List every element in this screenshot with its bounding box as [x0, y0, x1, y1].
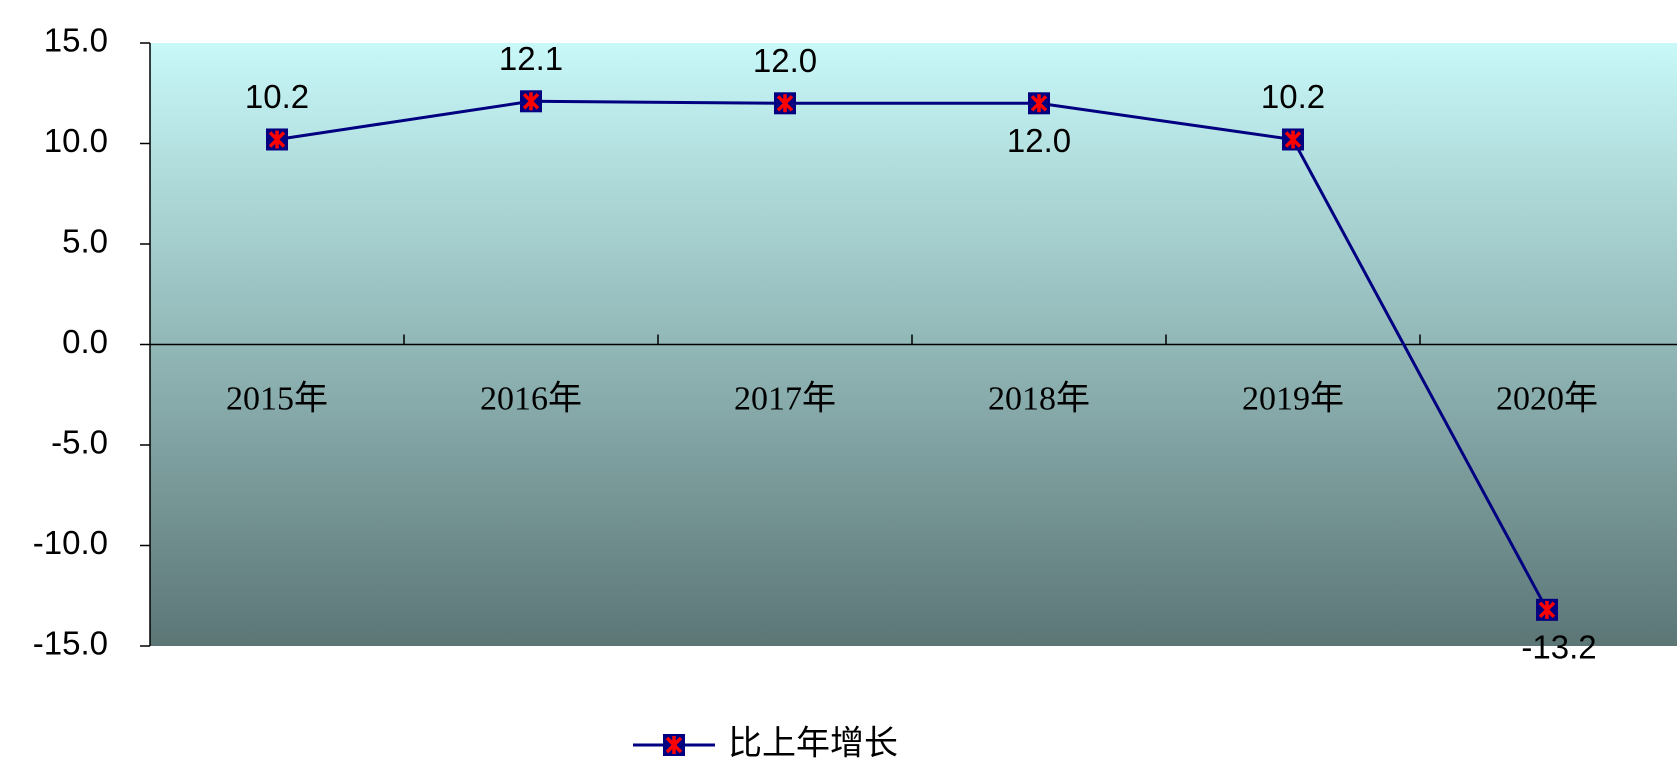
value-label: 12.1	[499, 40, 563, 77]
marker-star	[1284, 130, 1302, 149]
x-tick-label: 2020年	[1496, 379, 1598, 417]
y-tick-label: 0.0	[62, 323, 108, 360]
marker	[266, 128, 288, 151]
x-tick-label: 2015年	[226, 379, 328, 417]
x-tick-label: 2016年	[480, 379, 582, 417]
marker-star	[268, 130, 286, 149]
y-tick-label: 15.0	[44, 22, 108, 59]
y-tick-label: 10.0	[44, 122, 108, 159]
x-tick-label: 2017年	[734, 379, 836, 417]
y-tick-label: -5.0	[51, 424, 108, 461]
line	[276, 99, 1549, 611]
y-tick-label: -10.0	[33, 524, 108, 561]
value-label: 10.2	[1261, 78, 1325, 115]
value-label: 10.2	[245, 78, 309, 115]
value-label: 12.0	[1007, 122, 1071, 159]
legend-marker	[663, 734, 685, 756]
x-tick-label: 2018年	[988, 379, 1090, 417]
marker	[774, 92, 796, 115]
marker	[1536, 598, 1558, 621]
y-tick-label: -15.0	[33, 625, 108, 662]
marker	[1282, 128, 1304, 151]
marker-star	[1538, 600, 1556, 619]
marker-star	[522, 92, 540, 111]
y-tick-label: 5.0	[62, 223, 108, 260]
marker	[520, 90, 542, 113]
marker-star	[1030, 94, 1048, 113]
legend-label: 比上年增长	[728, 724, 898, 764]
marker	[1028, 92, 1050, 115]
value-label: -13.2	[1521, 629, 1596, 666]
marker-star	[776, 94, 794, 113]
value-label: 12.0	[753, 42, 817, 79]
marker-star	[665, 736, 683, 754]
x-tick-label: 2019年	[1242, 379, 1344, 417]
